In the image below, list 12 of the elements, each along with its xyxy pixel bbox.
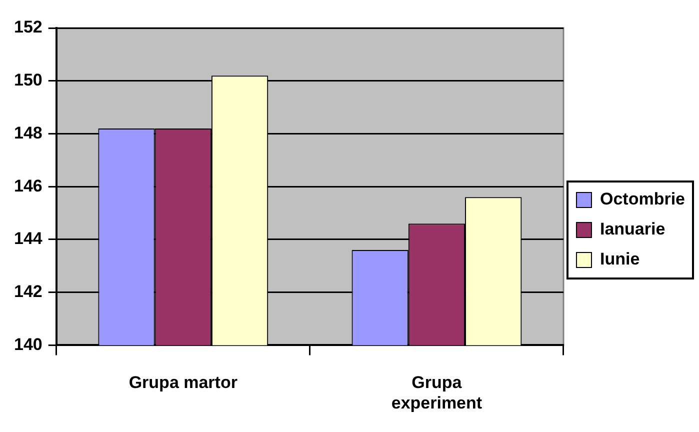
legend-label: Iunie <box>600 250 640 269</box>
y-tick-label: 150 <box>14 70 42 90</box>
y-tick-label: 140 <box>14 334 42 354</box>
legend-label: Ianuarie <box>600 220 666 239</box>
x-tick-label: Grupa experiment <box>391 373 482 412</box>
legend-label: Octombrie <box>600 190 686 209</box>
x-tick-label: Grupa martor <box>128 373 238 392</box>
y-tick-label: 142 <box>14 282 42 302</box>
y-tick-label: 146 <box>14 176 42 196</box>
y-tick-label: 152 <box>14 18 42 37</box>
y-tick-label: 144 <box>14 229 43 248</box>
y-tick-label: 148 <box>14 123 42 142</box>
